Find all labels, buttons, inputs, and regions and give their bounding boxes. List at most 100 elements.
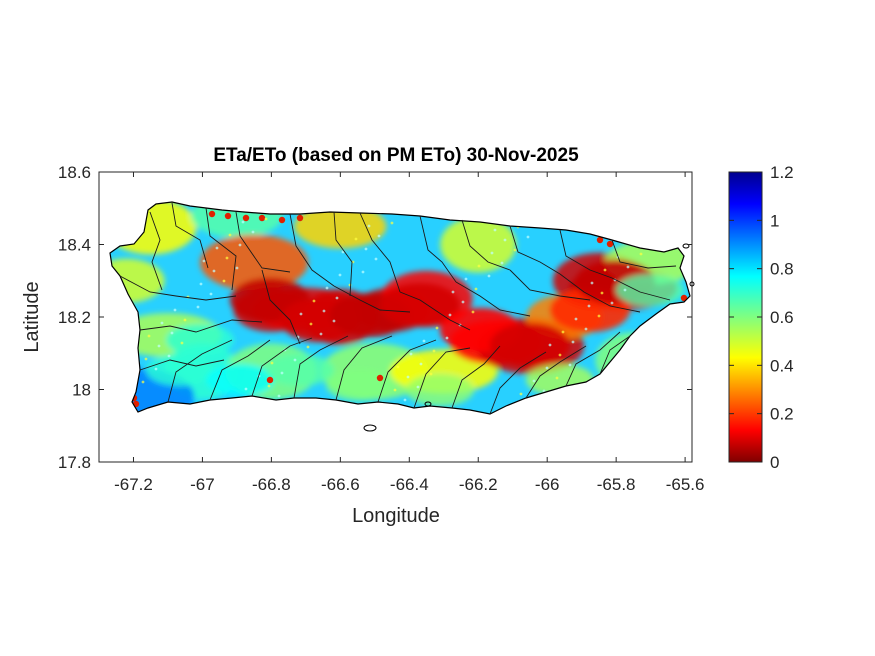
colorbar-tick-label: 0 (770, 453, 779, 472)
offshore-islets (363, 243, 695, 432)
municipal-boundary (333, 285, 411, 313)
field-texture (154, 367, 158, 371)
field-texture (409, 352, 413, 356)
field-texture (545, 366, 549, 370)
field-texture (170, 331, 174, 335)
colorbar (728, 171, 763, 463)
field-speckle (258, 214, 266, 222)
municipal-boundary (251, 337, 313, 397)
field-texture (626, 265, 630, 269)
municipal-boundary (171, 202, 209, 269)
field-texture (623, 288, 627, 292)
municipal-boundary (413, 347, 471, 409)
field-texture (332, 319, 336, 323)
field-texture (325, 286, 329, 290)
field-texture (393, 388, 397, 392)
field-texture (461, 300, 465, 304)
municipal-boundaries (119, 202, 677, 415)
field-dry (616, 274, 684, 306)
field-texture (597, 314, 601, 318)
colorbar-ticks: 0 0.2 0.4 0.6 0.8 1 1.2 (729, 163, 794, 472)
x-tick-label: -67.2 (114, 475, 153, 494)
y-tick-label: 17.8 (58, 453, 91, 472)
y-tick-label: 18.2 (58, 308, 91, 327)
field-sample (110, 258, 165, 303)
field-texture (244, 387, 248, 391)
field-dry (206, 364, 274, 396)
x-tick-label: -65.8 (597, 475, 636, 494)
municipal-boundary (599, 335, 631, 375)
y-tick-label: 18 (72, 381, 91, 400)
field-texture (367, 224, 371, 228)
field-texture (555, 376, 559, 380)
field-texture (500, 261, 504, 265)
islet (363, 424, 377, 432)
field-texture (422, 339, 426, 343)
x-tick-label: -66.8 (252, 475, 291, 494)
x-tick-label: -66.2 (459, 475, 498, 494)
municipal-boundary (289, 213, 335, 287)
municipal-boundary (489, 351, 547, 415)
field-texture (639, 252, 643, 256)
field-texture (558, 353, 562, 357)
field-texture (299, 312, 303, 316)
field-texture (574, 317, 578, 321)
colorbar-tick-label: 1.2 (770, 163, 794, 182)
field-texture (600, 291, 604, 295)
municipal-boundary (509, 225, 561, 275)
municipal-boundary (119, 275, 237, 301)
field-texture (493, 228, 497, 232)
x-axis-label: Longitude (352, 505, 440, 527)
field-texture (183, 318, 187, 322)
field-texture (603, 268, 607, 272)
field-texture (277, 394, 281, 398)
field-texture (377, 234, 381, 238)
field-band (490, 323, 570, 367)
x-tick-label: -66.6 (321, 475, 360, 494)
municipal-boundary (399, 291, 471, 331)
field-speckle (242, 214, 250, 222)
field-band (380, 283, 460, 327)
field-texture (396, 365, 400, 369)
field-texture (419, 362, 423, 366)
municipal-boundary (335, 335, 393, 401)
field-texture (445, 336, 449, 340)
field-texture (487, 274, 491, 278)
field-texture (532, 379, 536, 383)
municipal-boundary (235, 211, 291, 273)
colorbar-tick-label: 0.6 (770, 308, 794, 327)
field-texture (173, 308, 177, 312)
field-texture (519, 392, 523, 396)
municipal-boundary (451, 345, 501, 409)
field-texture (610, 301, 614, 305)
field-texture (157, 344, 161, 348)
field-texture (202, 259, 206, 263)
field-texture (293, 358, 297, 362)
field-texture (144, 357, 148, 361)
municipal-boundary (461, 219, 511, 271)
municipal-boundary (559, 273, 641, 313)
field-texture (228, 233, 232, 237)
field-texture (251, 230, 255, 234)
y-tick-label: 18.6 (58, 163, 91, 182)
chart-title: ETa/ETo (based on PM ETo) 30-Nov-2025 (213, 145, 579, 166)
field-texture (196, 305, 200, 309)
field-texture (464, 277, 468, 281)
colorbar-tick-label: 0.4 (770, 356, 794, 375)
x-tick-label: -65.6 (666, 475, 705, 494)
field-texture (361, 270, 365, 274)
field-texture (280, 371, 284, 375)
municipal-boundary (509, 269, 591, 301)
y-axis-label: Latitude (21, 281, 43, 352)
islet (689, 281, 695, 287)
municipal-boundary (525, 345, 587, 399)
field-texture (238, 243, 242, 247)
municipal-boundary (167, 339, 233, 403)
municipal-boundary (419, 215, 457, 283)
colorbar-tick-label: 0.8 (770, 260, 794, 279)
field-sample (440, 216, 517, 273)
y-axis-ticks: 17.8 18 18.2 18.4 18.6 (58, 163, 692, 472)
municipal-boundary (205, 207, 237, 291)
field-texture (435, 326, 439, 330)
municipal-boundary (139, 359, 225, 371)
